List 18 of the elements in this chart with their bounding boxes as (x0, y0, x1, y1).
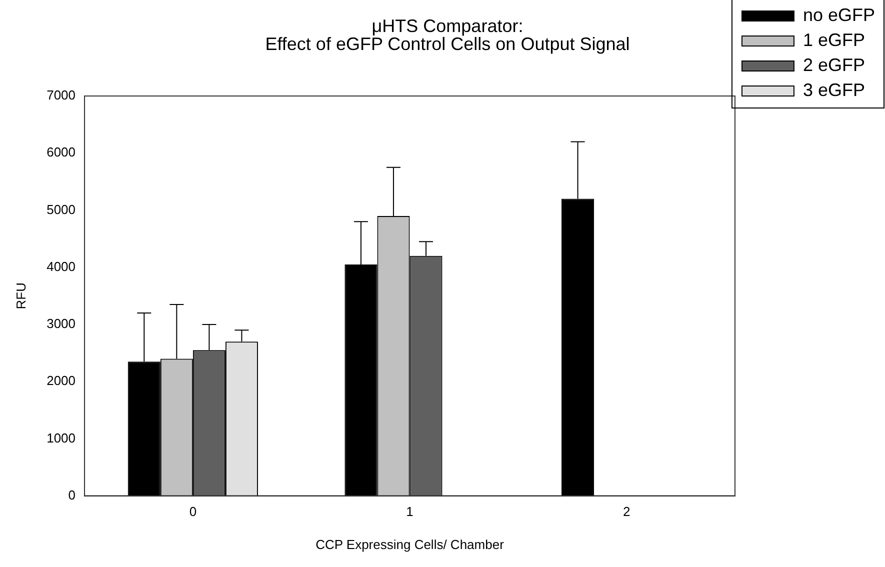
y-tick-label: 2000 (46, 373, 76, 388)
legend-label: no eGFP (802, 4, 876, 25)
y-tick-label: 1000 (46, 430, 76, 446)
y-tick-label: 0 (68, 487, 76, 502)
legend-label: 1 eGFP (802, 30, 865, 50)
chart-title: μHTS Comparator: Effect of eGFP Control Cells on Output Signal (265, 16, 630, 54)
y-tick-label: 5000 (46, 202, 76, 217)
y-tick-label: 6000 (46, 144, 76, 160)
x-tick-label: 0 (189, 504, 197, 520)
x-tick-label: 1 (406, 504, 414, 520)
y-tick-label: 4000 (46, 258, 76, 274)
y-tick-label: 7000 (46, 88, 76, 103)
x-tick-label: 2 (622, 504, 630, 520)
y-tick-label: 3000 (46, 316, 76, 332)
legend-label: 3 eGFP (802, 80, 865, 100)
legend-label: 2 eGFP (802, 54, 865, 75)
y-axis-title: RFU (13, 282, 28, 310)
x-axis-title: CCP Expressing Cells/ Chamber (316, 536, 505, 552)
